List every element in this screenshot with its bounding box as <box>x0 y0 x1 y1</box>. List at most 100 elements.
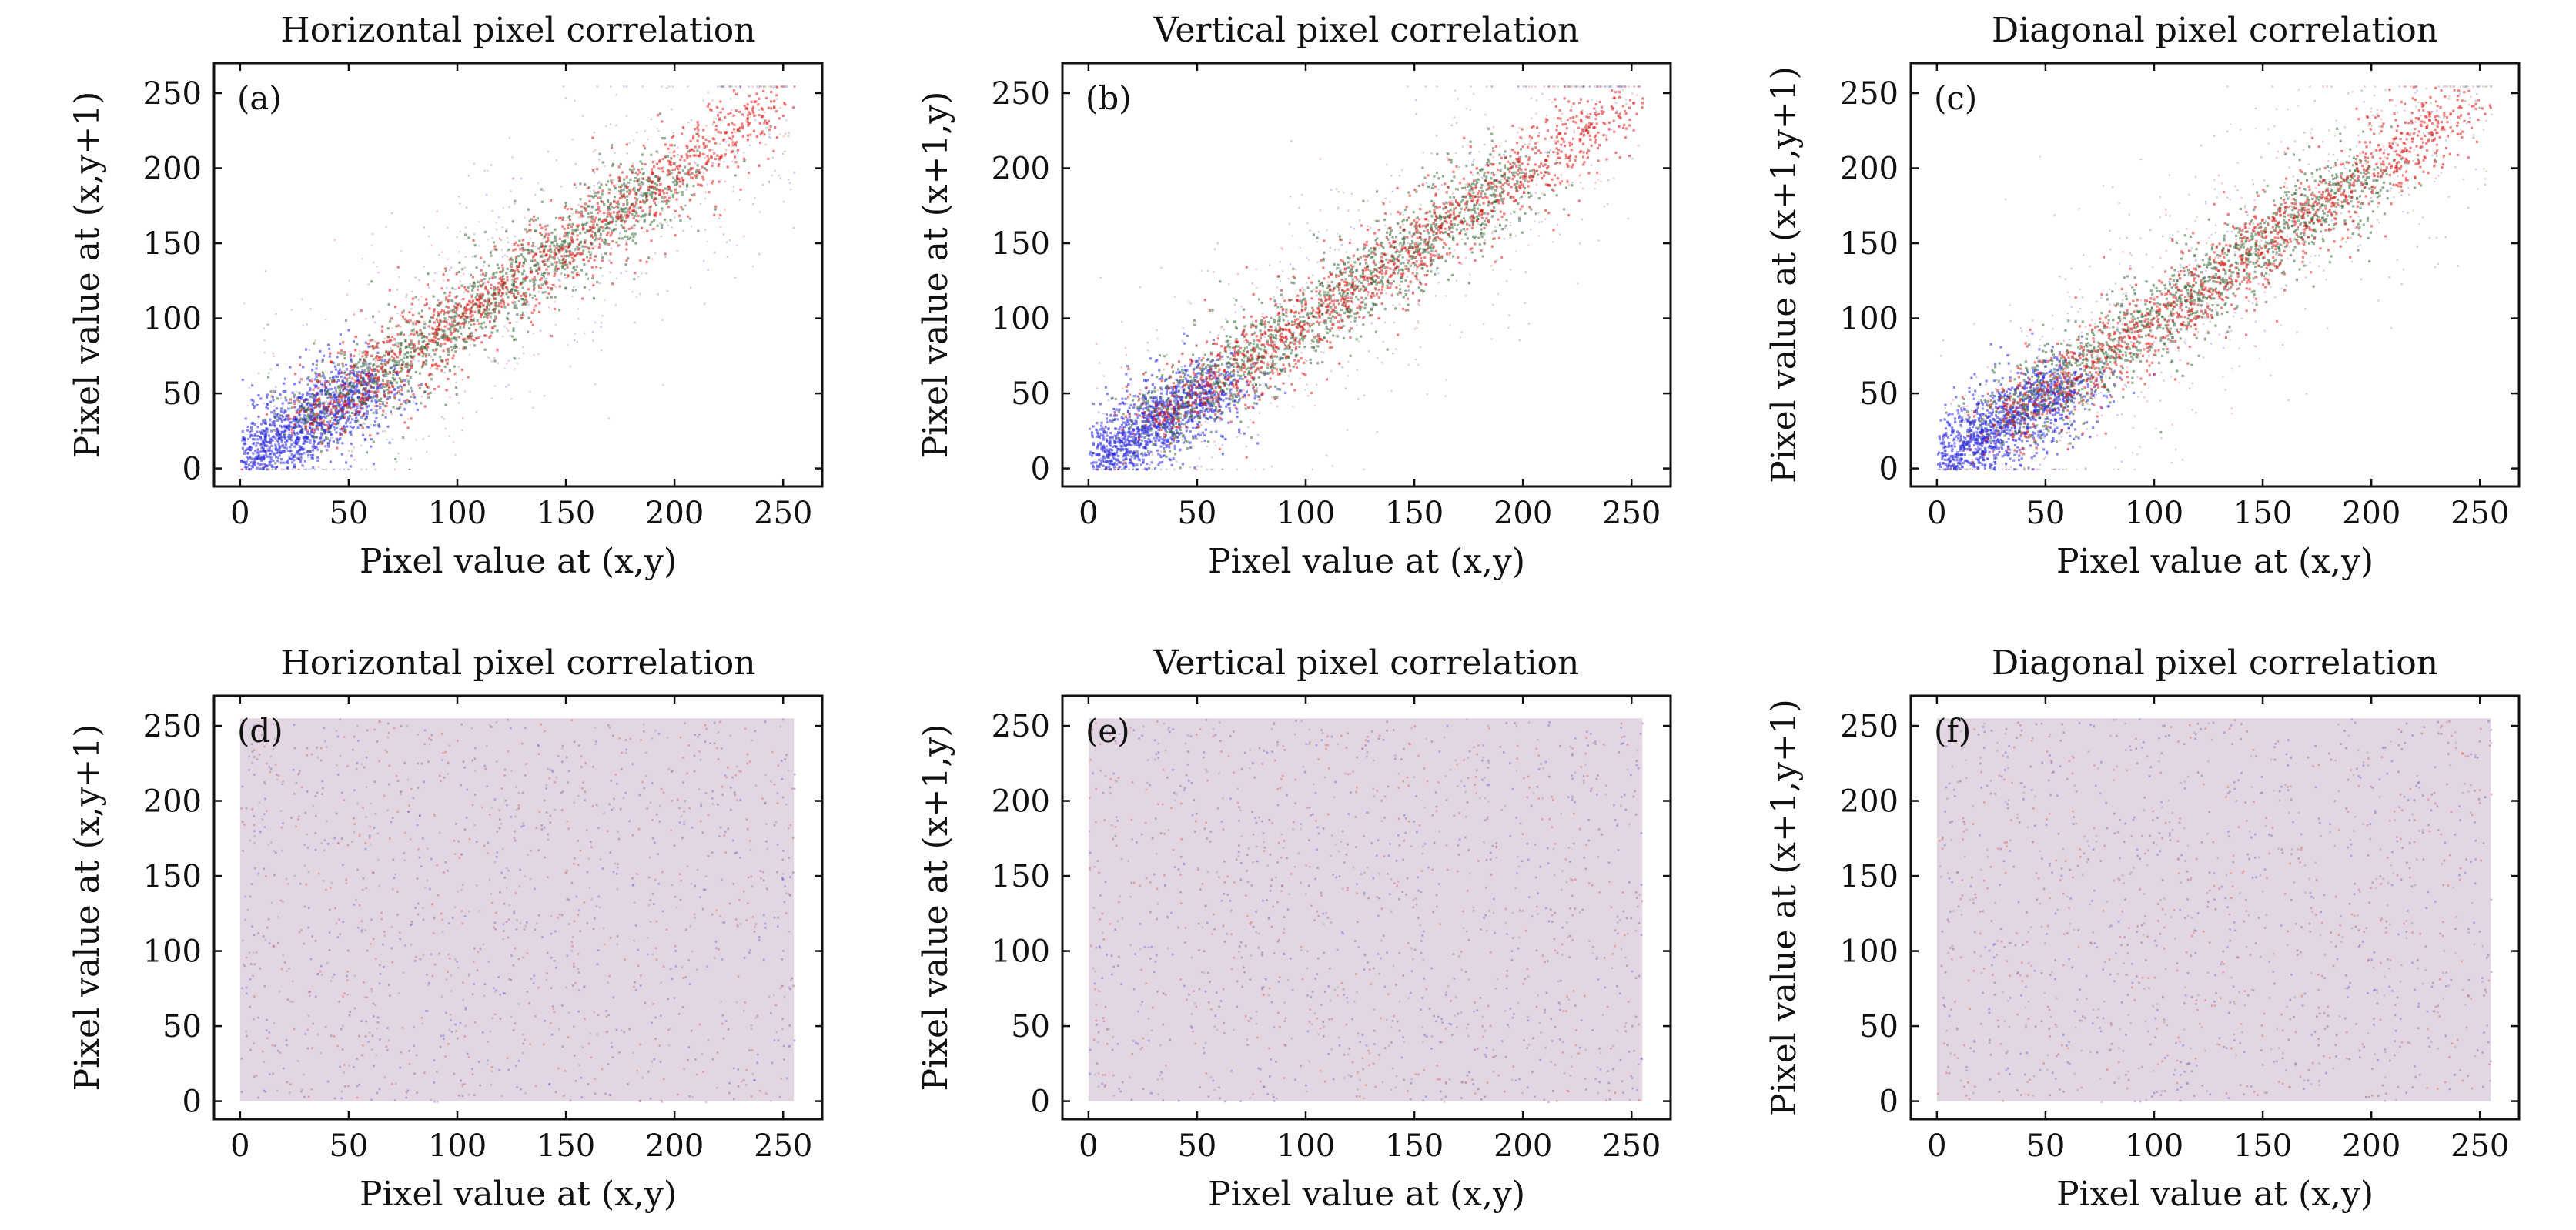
data-point <box>243 302 246 305</box>
data-point <box>410 308 413 310</box>
data-point <box>351 393 354 396</box>
data-point <box>597 225 600 227</box>
data-point <box>593 220 596 223</box>
data-point <box>271 451 274 454</box>
data-point <box>572 276 575 279</box>
data-point <box>357 413 360 416</box>
data-point <box>544 263 547 266</box>
data-point <box>318 423 321 427</box>
data-point <box>567 216 570 219</box>
data-point <box>336 446 339 450</box>
data-point <box>681 182 684 186</box>
data-point <box>256 426 259 429</box>
data-point <box>450 349 454 352</box>
data-point <box>584 241 587 244</box>
data-point <box>651 258 654 260</box>
data-point <box>483 282 487 284</box>
data-point <box>590 251 593 253</box>
data-point <box>594 232 597 236</box>
data-point <box>574 99 576 102</box>
data-point <box>333 418 336 421</box>
data-point <box>320 425 323 428</box>
data-point <box>325 468 328 470</box>
data-point <box>530 311 534 314</box>
data-point <box>646 192 649 195</box>
data-point <box>524 277 527 280</box>
data-point <box>749 112 752 115</box>
data-point <box>280 440 283 443</box>
data-point <box>686 183 689 186</box>
data-point <box>346 406 349 409</box>
data-point <box>1127 435 1130 438</box>
data-point <box>356 343 359 346</box>
data-point <box>412 346 415 349</box>
data-point <box>607 180 610 183</box>
data-point <box>634 321 636 324</box>
data-point <box>312 421 315 424</box>
data-point <box>423 326 426 329</box>
data-point <box>396 363 400 366</box>
data-point <box>437 338 440 341</box>
data-point <box>410 417 413 420</box>
data-point <box>742 157 746 160</box>
data-point <box>711 149 714 151</box>
data-point <box>567 242 570 246</box>
data-point <box>402 379 404 381</box>
data-point <box>443 365 447 368</box>
data-point <box>713 121 716 124</box>
data-point <box>299 414 302 417</box>
data-point <box>738 199 741 201</box>
data-point <box>450 316 453 319</box>
data-point <box>1209 384 1213 387</box>
data-point <box>577 243 580 246</box>
data-point <box>401 311 404 314</box>
panel-label: (a) <box>237 79 282 117</box>
data-point <box>334 363 337 366</box>
data-point <box>256 434 259 438</box>
data-point <box>373 424 376 427</box>
data-point <box>348 373 351 376</box>
data-point <box>506 279 509 282</box>
data-point <box>426 451 428 453</box>
data-point <box>465 340 468 343</box>
data-point <box>611 239 614 243</box>
data-point <box>607 206 611 209</box>
data-point <box>684 204 687 207</box>
data-point <box>400 403 403 406</box>
data-point <box>382 409 385 413</box>
data-point <box>707 269 709 271</box>
data-point <box>508 206 510 209</box>
data-point <box>427 393 430 396</box>
data-point <box>346 379 349 383</box>
data-point <box>536 217 539 220</box>
data-point <box>638 188 641 191</box>
data-point <box>1170 391 1174 394</box>
data-point <box>539 250 542 253</box>
data-point <box>371 369 374 373</box>
data-point <box>375 365 379 368</box>
data-point <box>291 431 294 435</box>
data-point <box>624 263 627 266</box>
data-point <box>453 365 456 368</box>
data-point <box>665 191 668 195</box>
data-point <box>420 383 423 386</box>
data-point <box>511 301 514 304</box>
data-point <box>621 171 624 174</box>
data-point <box>370 445 373 448</box>
data-point <box>624 235 627 238</box>
data-point <box>1162 422 1165 425</box>
data-point <box>296 399 299 402</box>
data-point <box>512 269 515 272</box>
data-point <box>564 273 567 276</box>
data-point <box>564 245 567 248</box>
data-point <box>364 388 367 391</box>
data-point <box>661 207 664 210</box>
data-point <box>453 326 455 329</box>
data-point <box>432 349 435 352</box>
data-point <box>537 182 540 185</box>
data-point <box>626 203 629 206</box>
data-point <box>746 120 749 123</box>
data-point <box>692 149 696 152</box>
data-point <box>555 159 558 162</box>
data-point <box>343 402 346 405</box>
